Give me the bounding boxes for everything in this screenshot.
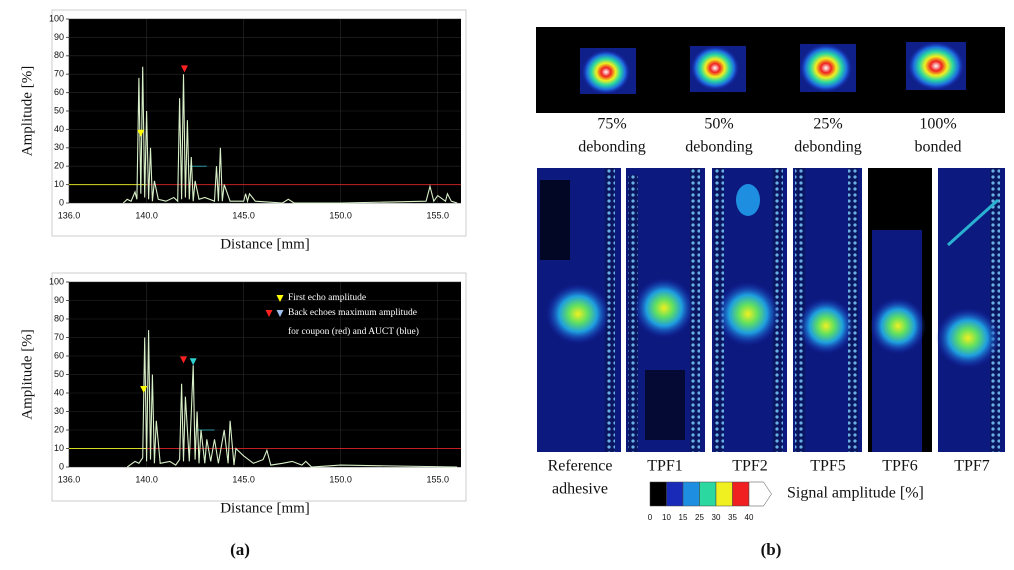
- y-tick-label: 80: [54, 313, 64, 323]
- specimen-label: adhesive: [552, 481, 608, 498]
- y-axis-label: Amplitude [%]: [19, 329, 35, 419]
- y-tick-label: 20: [54, 161, 64, 171]
- y-tick-label: 100: [49, 276, 64, 286]
- condition-label: debonding: [578, 139, 646, 156]
- y-tick-label: 40: [54, 124, 64, 134]
- x-tick-label: 150.0: [329, 474, 352, 484]
- specimen-label: TPF7: [954, 458, 990, 475]
- x-tick-label: 155.0: [426, 474, 449, 484]
- echo-marker: [140, 386, 148, 393]
- condition-label: 100%: [919, 116, 956, 133]
- legend-text: First echo amplitude: [288, 293, 366, 303]
- y-tick-label: 70: [54, 69, 64, 79]
- echo-marker: [189, 358, 197, 366]
- y-tick-label: 30: [54, 406, 64, 416]
- y-tick-label: 10: [54, 443, 64, 453]
- cscan-strips: [537, 168, 1005, 452]
- y-tick-label: 60: [54, 350, 64, 360]
- echo-marker: [137, 129, 145, 137]
- condition-label: debonding: [794, 139, 862, 156]
- colorbar-swatch: [732, 481, 750, 507]
- x-tick-label: 155.0: [426, 210, 449, 220]
- condition-label: bonded: [914, 139, 961, 156]
- y-tick-label: 90: [54, 295, 64, 305]
- y-tick-label: 30: [54, 142, 64, 152]
- y-tick-label: 80: [54, 50, 64, 60]
- panel-label: (b): [761, 540, 782, 559]
- colorbar-tick: 15: [679, 513, 688, 522]
- y-tick-label: 40: [54, 387, 64, 397]
- echo-marker: [179, 356, 187, 364]
- chart-frame: [51, 9, 467, 237]
- echo-marker: [180, 65, 188, 73]
- y-tick-label: 50: [54, 369, 64, 379]
- legend-text: for coupon (red) and AUCT (blue): [288, 326, 419, 337]
- x-axis-label: Distance [mm]: [220, 236, 310, 252]
- colorbar-tick: 35: [728, 513, 737, 522]
- y-tick-label: 0: [59, 461, 64, 471]
- specimen-label: TPF5: [810, 458, 846, 475]
- colorbar-tick: 10: [662, 513, 671, 522]
- colorbar-swatch: [699, 481, 717, 507]
- condition-label: 75%: [597, 116, 626, 133]
- panel-b-labels: 75% debonding 50% debonding 25% debondin…: [230, 116, 990, 559]
- legend-marker: [276, 310, 284, 317]
- x-tick-label: 140.0: [135, 210, 158, 220]
- signal-line: [122, 66, 458, 204]
- colorbar-tick: 40: [745, 513, 754, 522]
- colorbar-swatch: [748, 481, 772, 507]
- colorbar-swatch: [682, 481, 700, 507]
- colorbar-swatch: [649, 481, 667, 507]
- colorbar-tick: 25: [695, 513, 704, 522]
- legend-text: Back echoes maximum amplitude: [288, 308, 417, 318]
- x-tick-label: 150.0: [329, 210, 352, 220]
- specimen-label: Reference: [548, 458, 613, 475]
- legend-marker: [276, 295, 284, 302]
- cscan-top: [536, 27, 1005, 113]
- y-tick-label: 100: [49, 13, 64, 23]
- specimen-label: TPF2: [732, 458, 768, 475]
- x-axis-label: Distance [mm]: [220, 500, 310, 516]
- condition-label: 50%: [704, 116, 733, 133]
- condition-label: 25%: [813, 116, 842, 133]
- x-tick-label: 136.0: [58, 210, 81, 220]
- panel-label: (a): [230, 540, 250, 559]
- colorbar-tick: 0: [648, 513, 653, 522]
- x-tick-label: 136.0: [58, 474, 81, 484]
- x-tick-label: 140.0: [135, 474, 158, 484]
- specimen-label: TPF6: [882, 458, 918, 475]
- specimen-label: TPF1: [647, 458, 683, 475]
- x-tick-label: 145.0: [232, 210, 255, 220]
- y-axis-label: Amplitude [%]: [19, 66, 35, 156]
- legend-marker: [265, 310, 273, 317]
- colorbar-swatch: [715, 481, 733, 507]
- signal-line: [126, 330, 458, 468]
- chart-frame: [51, 272, 467, 502]
- x-tick-label: 145.0: [232, 474, 255, 484]
- y-tick-label: 10: [54, 179, 64, 189]
- y-tick-label: 20: [54, 424, 64, 434]
- condition-label: debonding: [685, 139, 753, 156]
- y-tick-label: 70: [54, 332, 64, 342]
- y-tick-label: 90: [54, 32, 64, 42]
- colorbar-swatch: [666, 481, 684, 507]
- colorbar-label: Signal amplitude [%]: [787, 485, 924, 502]
- y-tick-label: 0: [59, 197, 64, 207]
- y-tick-label: 60: [54, 87, 64, 97]
- y-tick-label: 50: [54, 105, 64, 115]
- colorbar-tick: 30: [712, 513, 721, 522]
